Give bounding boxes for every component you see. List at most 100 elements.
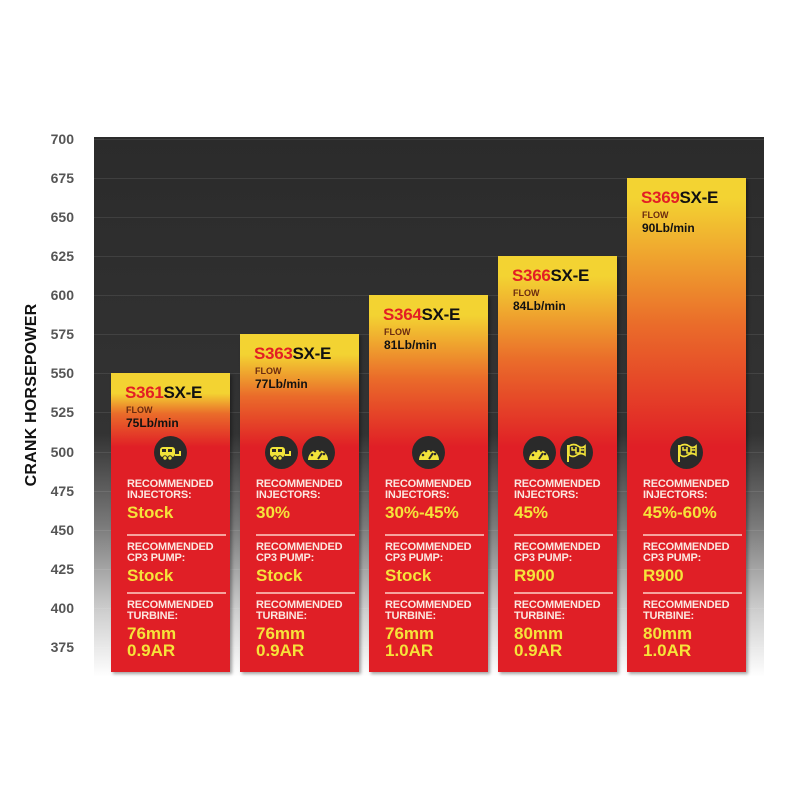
pump-value: Stock bbox=[127, 566, 174, 585]
pump-label: RECOMMENDED CP3 PUMP: bbox=[256, 541, 343, 564]
pump-section: RECOMMENDED CP3 PUMP: Stock bbox=[127, 541, 224, 585]
divider bbox=[385, 592, 484, 594]
turbine-section: RECOMMENDED TURBINE: 76mm 0.9AR bbox=[127, 599, 224, 660]
gauge-icon bbox=[412, 436, 445, 469]
pump-section: RECOMMENDED CP3 PUMP: Stock bbox=[385, 541, 482, 585]
turbine-label: RECOMMENDED TURBINE: bbox=[385, 599, 472, 622]
pump-value: Stock bbox=[256, 566, 303, 585]
turbine-section: RECOMMENDED TURBINE: 80mm 1.0AR bbox=[643, 599, 740, 660]
injectors-label: RECOMMENDED INJECTORS: bbox=[514, 478, 601, 501]
turbine-ar: 1.0AR bbox=[643, 641, 692, 660]
pump-value: R900 bbox=[643, 566, 684, 585]
turbine-label: RECOMMENDED TURBINE: bbox=[514, 599, 601, 622]
bar-s361sx-e: S361SX-E FLOW 75Lb/min RECOMMENDED INJEC… bbox=[111, 373, 230, 672]
pump-label: RECOMMENDED CP3 PUMP: bbox=[643, 541, 730, 564]
pump-section: RECOMMENDED CP3 PUMP: R900 bbox=[643, 541, 740, 585]
injectors-label: RECOMMENDED INJECTORS: bbox=[256, 478, 343, 501]
rv-trailer-icon bbox=[264, 436, 298, 469]
model-number: S364 bbox=[383, 305, 422, 325]
turbine-size: 80mm bbox=[643, 624, 693, 643]
injectors-section: RECOMMENDED INJECTORS: 30% bbox=[256, 478, 353, 522]
flow-value: 81Lb/min bbox=[384, 338, 437, 353]
turbine-label: RECOMMENDED TURBINE: bbox=[127, 599, 214, 622]
model-number: S366 bbox=[512, 266, 551, 286]
y-tick-label: 550 bbox=[50, 365, 74, 382]
y-tick-label: 625 bbox=[50, 248, 74, 265]
divider bbox=[514, 592, 613, 594]
flow-value: 90Lb/min bbox=[642, 221, 695, 236]
turbine-ar: 1.0AR bbox=[385, 641, 434, 660]
injectors-label: RECOMMENDED INJECTORS: bbox=[127, 478, 214, 501]
y-tick-label: 375 bbox=[50, 638, 74, 655]
rv-trailer-icon bbox=[154, 436, 187, 469]
divider bbox=[256, 592, 355, 594]
injectors-value: 30%-45% bbox=[385, 503, 459, 522]
flow-label: FLOW bbox=[384, 327, 411, 338]
divider bbox=[643, 534, 742, 536]
injectors-section: RECOMMENDED INJECTORS: 45%-60% bbox=[643, 479, 740, 522]
y-tick-label: 700 bbox=[50, 131, 74, 147]
injectors-section: RECOMMENDED INJECTORS: Stock bbox=[127, 478, 224, 522]
pump-label: RECOMMENDED CP3 PUMP: bbox=[127, 541, 214, 564]
model-title: S361SX-E bbox=[125, 383, 202, 403]
y-tick-label: 600 bbox=[50, 287, 74, 304]
usage-icons bbox=[369, 436, 488, 469]
gauge-icon bbox=[301, 436, 335, 469]
flow-label: FLOW bbox=[513, 288, 540, 299]
usage-icons bbox=[240, 436, 359, 469]
turbine-ar: 0.9AR bbox=[256, 641, 305, 660]
model-title: S364SX-E bbox=[383, 305, 460, 325]
injectors-section: RECOMMENDED INJECTORS: 45% bbox=[514, 478, 611, 522]
usage-icons bbox=[627, 436, 746, 469]
pump-label: RECOMMENDED CP3 PUMP: bbox=[514, 541, 601, 564]
turbine-section: RECOMMENDED TURBINE: 76mm 0.9AR bbox=[256, 599, 353, 660]
turbine-label: RECOMMENDED TURBINE: bbox=[256, 599, 343, 622]
pump-section: RECOMMENDED CP3 PUMP: Stock bbox=[256, 541, 353, 585]
pump-value: Stock bbox=[385, 566, 432, 585]
y-tick-label: 525 bbox=[50, 404, 74, 421]
y-tick-label: 675 bbox=[50, 170, 74, 187]
injectors-value: 30% bbox=[256, 503, 291, 522]
y-axis-label: CRANK HORSEPOWER bbox=[23, 303, 40, 487]
turbine-section: RECOMMENDED TURBINE: 76mm 1.0AR bbox=[385, 599, 482, 660]
bar-s369sx-e: S369SX-E FLOW 90Lb/min RECOMMENDED INJEC… bbox=[627, 178, 746, 672]
bar-s363sx-e: S363SX-E FLOW 77Lb/min RECOMMENDED INJEC… bbox=[240, 334, 359, 672]
gauge-icon bbox=[522, 436, 556, 469]
flow-value: 77Lb/min bbox=[255, 377, 308, 392]
y-tick-label: 450 bbox=[50, 521, 74, 538]
y-tick-label: 425 bbox=[50, 560, 74, 577]
pump-label: RECOMMENDED CP3 PUMP: bbox=[385, 541, 472, 564]
model-suffix: SX-E bbox=[163, 383, 203, 403]
gridline bbox=[94, 217, 764, 219]
model-title: S369SX-E bbox=[641, 188, 718, 208]
y-tick-label: 400 bbox=[50, 599, 74, 616]
y-tick-label: 500 bbox=[50, 443, 74, 460]
turbine-label: RECOMMENDED TURBINE: bbox=[643, 599, 730, 622]
turbine-size: 80mm bbox=[514, 624, 564, 643]
flow-value: 75Lb/min bbox=[126, 416, 179, 431]
flow-label: FLOW bbox=[642, 210, 669, 221]
model-title: S366SX-E bbox=[512, 266, 589, 286]
model-number: S369 bbox=[641, 188, 680, 208]
usage-icons bbox=[498, 436, 617, 469]
turbine-section: RECOMMENDED TURBINE: 80mm 0.9AR bbox=[514, 599, 611, 660]
model-number: S361 bbox=[125, 383, 164, 403]
y-tick-label: 575 bbox=[50, 326, 74, 343]
injectors-value: Stock bbox=[127, 503, 174, 522]
gridline bbox=[94, 139, 764, 140]
y-tick-label: 475 bbox=[50, 482, 74, 499]
model-suffix: SX-E bbox=[421, 305, 461, 325]
gridline bbox=[94, 256, 764, 258]
turbine-size: 76mm bbox=[385, 624, 435, 643]
model-suffix: SX-E bbox=[292, 344, 332, 364]
checkered-flag-icon bbox=[559, 436, 593, 469]
model-title: S363SX-E bbox=[254, 344, 331, 364]
divider bbox=[127, 534, 226, 536]
flow-label: FLOW bbox=[255, 366, 282, 377]
flow-label: FLOW bbox=[126, 405, 153, 416]
usage-icons bbox=[111, 436, 230, 469]
turbine-ar: 0.9AR bbox=[127, 641, 176, 660]
bar-s366sx-e: S366SX-E FLOW 84Lb/min RECOMMENDED INJEC… bbox=[498, 256, 617, 672]
injectors-section: RECOMMENDED INJECTORS: 30%-45% bbox=[385, 479, 482, 522]
